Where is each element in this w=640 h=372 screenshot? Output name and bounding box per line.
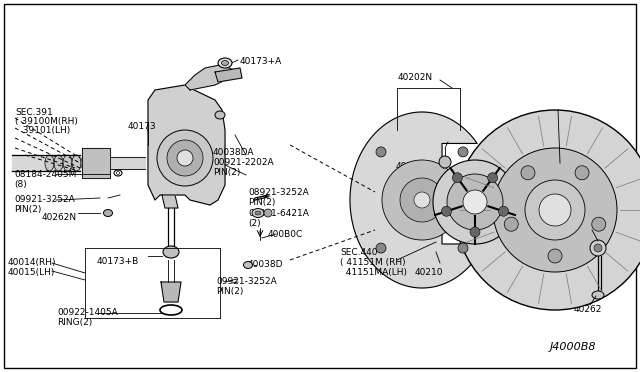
- Text: 40262A: 40262A: [572, 228, 607, 237]
- Ellipse shape: [592, 291, 604, 299]
- Text: 40014(RH): 40014(RH): [8, 258, 56, 267]
- Text: 400B0C: 400B0C: [268, 230, 303, 239]
- Circle shape: [455, 110, 640, 310]
- Polygon shape: [215, 68, 242, 82]
- Text: 08184-2405M: 08184-2405M: [14, 170, 76, 179]
- Text: 08011-6421A: 08011-6421A: [248, 209, 309, 218]
- Circle shape: [264, 209, 272, 217]
- Circle shape: [382, 160, 462, 240]
- Circle shape: [167, 140, 203, 176]
- Text: J4000B8: J4000B8: [550, 342, 596, 352]
- Text: 40210: 40210: [415, 268, 444, 277]
- Text: SEC.391: SEC.391: [15, 108, 52, 117]
- Ellipse shape: [81, 155, 90, 171]
- Text: 40222: 40222: [396, 162, 424, 171]
- Circle shape: [458, 147, 468, 157]
- Circle shape: [539, 194, 571, 226]
- Polygon shape: [185, 65, 235, 90]
- Text: 40173+B: 40173+B: [97, 257, 140, 266]
- Circle shape: [499, 206, 509, 216]
- Text: 08921-3252A: 08921-3252A: [248, 188, 308, 197]
- Circle shape: [463, 190, 487, 214]
- Text: 40262: 40262: [574, 305, 602, 314]
- Text: 39101(LH): 39101(LH): [17, 126, 70, 135]
- Ellipse shape: [252, 208, 264, 218]
- Polygon shape: [162, 195, 178, 208]
- Circle shape: [447, 174, 503, 230]
- Text: 40173: 40173: [128, 122, 157, 131]
- Text: 00921-2202A: 00921-2202A: [213, 158, 274, 167]
- Text: ( 41151M (RH): ( 41151M (RH): [340, 258, 406, 267]
- Circle shape: [493, 148, 617, 272]
- Text: ( 39100M(RH): ( 39100M(RH): [15, 117, 78, 126]
- Circle shape: [488, 173, 498, 183]
- Polygon shape: [148, 85, 225, 205]
- Text: (8): (8): [14, 180, 27, 189]
- Polygon shape: [161, 282, 181, 302]
- Circle shape: [592, 217, 605, 231]
- Polygon shape: [350, 112, 484, 288]
- Text: PIN(2): PIN(2): [14, 205, 42, 214]
- Circle shape: [525, 180, 585, 240]
- Ellipse shape: [255, 211, 261, 215]
- Ellipse shape: [221, 61, 228, 65]
- Circle shape: [590, 240, 606, 256]
- Text: 41151MA(LH): 41151MA(LH): [340, 268, 407, 277]
- Text: PIN(2): PIN(2): [213, 168, 241, 177]
- Circle shape: [376, 243, 386, 253]
- Circle shape: [442, 206, 451, 216]
- Circle shape: [177, 150, 193, 166]
- Circle shape: [400, 178, 444, 222]
- Circle shape: [458, 243, 468, 253]
- Circle shape: [414, 192, 430, 208]
- Text: 40015(LH): 40015(LH): [8, 268, 56, 277]
- Circle shape: [157, 130, 213, 186]
- Circle shape: [504, 217, 518, 231]
- Ellipse shape: [218, 58, 232, 68]
- Ellipse shape: [243, 262, 253, 269]
- Ellipse shape: [104, 209, 113, 217]
- Circle shape: [470, 227, 480, 237]
- Circle shape: [521, 166, 535, 180]
- Text: SEC.440: SEC.440: [340, 248, 378, 257]
- Text: 09921-3252A: 09921-3252A: [216, 277, 276, 286]
- Text: PIN(2): PIN(2): [248, 198, 275, 207]
- Text: 09921-3252A: 09921-3252A: [14, 195, 75, 204]
- Circle shape: [433, 160, 517, 244]
- Text: PIN(2): PIN(2): [216, 287, 243, 296]
- Circle shape: [376, 147, 386, 157]
- Text: 40038DA: 40038DA: [213, 148, 255, 157]
- Text: 40262N: 40262N: [42, 213, 77, 222]
- Polygon shape: [82, 148, 110, 178]
- Text: 40202N: 40202N: [398, 73, 433, 82]
- Text: 00922-1405A: 00922-1405A: [57, 308, 118, 317]
- Ellipse shape: [72, 155, 81, 171]
- Ellipse shape: [63, 155, 72, 171]
- Ellipse shape: [45, 155, 54, 171]
- Circle shape: [594, 244, 602, 252]
- Circle shape: [452, 173, 462, 183]
- Circle shape: [439, 156, 451, 168]
- Text: 40038D: 40038D: [248, 260, 284, 269]
- Ellipse shape: [54, 155, 63, 171]
- Circle shape: [575, 166, 589, 180]
- Text: (2): (2): [248, 219, 260, 228]
- Ellipse shape: [163, 246, 179, 258]
- Text: 40207: 40207: [516, 158, 545, 167]
- Circle shape: [548, 249, 562, 263]
- Text: RING(2): RING(2): [57, 318, 92, 327]
- Ellipse shape: [215, 111, 225, 119]
- Text: 40173+A: 40173+A: [240, 57, 282, 66]
